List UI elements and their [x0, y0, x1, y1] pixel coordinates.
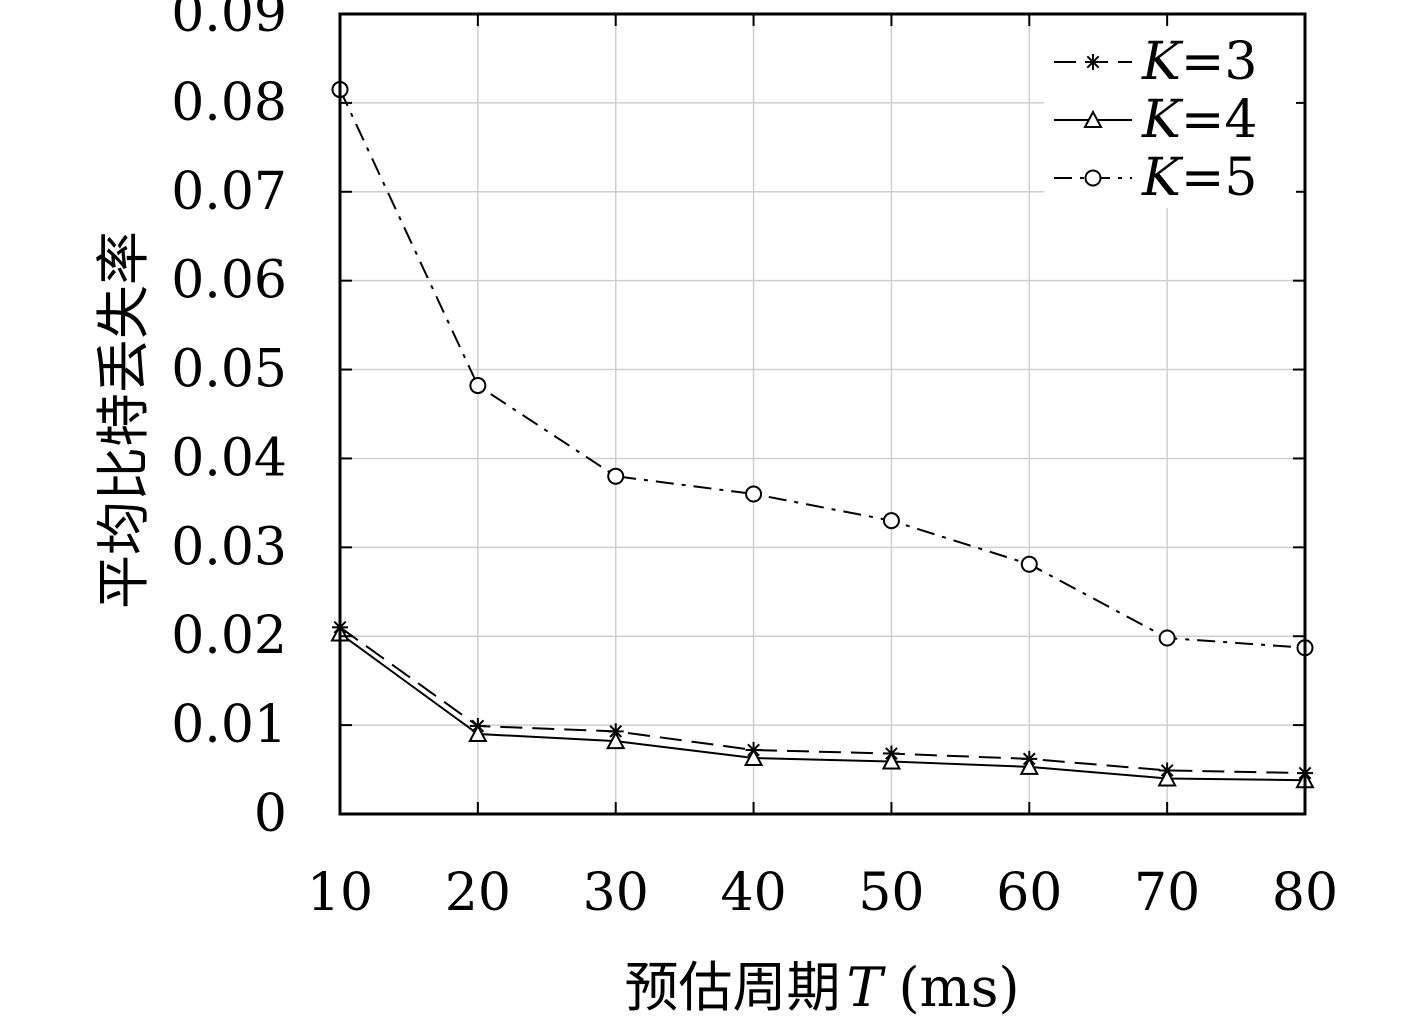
- x-axis-title-unit: (ms): [898, 956, 1019, 1019]
- x-tick-label: 70: [1134, 863, 1200, 923]
- legend-item: K=4: [1054, 90, 1258, 150]
- legend-label: K=4: [1141, 90, 1258, 150]
- legend-label-variable: K: [1141, 90, 1184, 150]
- series-line: [339, 89, 1306, 649]
- x-tick-labels: 10 20 30 40 50 60 70 80: [307, 863, 1338, 923]
- plot-frame: [338, 12, 1307, 816]
- data-point: [1019, 756, 1039, 775]
- data-point: [606, 730, 626, 750]
- data-point: [745, 485, 763, 503]
- x-axis-title-text: 预估周期: [624, 956, 840, 1019]
- data-point: [881, 751, 902, 770]
- legend-item: K=5: [1054, 148, 1258, 208]
- y-tick-label: 0.08: [171, 73, 287, 133]
- legend-marker: [1083, 109, 1103, 128]
- series-k-4: [330, 623, 1315, 789]
- legend-marker: [1084, 169, 1102, 187]
- y-tick-label: 0.06: [171, 251, 287, 311]
- legend-label-variable: K: [1141, 148, 1184, 208]
- y-tick-label: 0.01: [171, 695, 287, 755]
- y-tick-label: 0.04: [171, 428, 287, 488]
- data-point: [1158, 629, 1176, 647]
- y-tick-label: 0.07: [171, 162, 287, 222]
- x-tick-label: 80: [1272, 863, 1338, 923]
- legend-label: K=3: [1141, 32, 1258, 92]
- data-point: [743, 747, 764, 766]
- ticks-layer: [339, 13, 1306, 815]
- legend-label-value: =4: [1181, 90, 1258, 150]
- y-axis-title: 平均比特丢失率: [92, 231, 155, 609]
- data-point: [607, 467, 625, 485]
- x-tick-label: 10: [307, 863, 373, 923]
- data-point: [1020, 555, 1038, 573]
- legend-label: K=5: [1141, 148, 1258, 208]
- series-line: [339, 626, 1306, 775]
- legend-label-variable: K: [1141, 32, 1184, 92]
- x-axis-title-variable: T: [846, 956, 886, 1019]
- x-axis-title: 预估周期 T (ms): [624, 956, 1019, 1019]
- x-tick-label: 60: [996, 863, 1062, 923]
- data-point: [882, 512, 900, 530]
- y-tick-labels: 0 0.01 0.02 0.03 0.04 0.05 0.06 0.07 0.08 0.09: [171, 0, 287, 844]
- y-tick-label: 0.05: [171, 340, 287, 400]
- data-point: [469, 377, 487, 395]
- series-line: [339, 632, 1306, 782]
- series-layer: [330, 81, 1315, 789]
- data-point: [468, 723, 488, 742]
- legend-item: K=3: [1054, 32, 1258, 92]
- y-tick-label: 0.02: [171, 606, 287, 666]
- x-tick-label: 20: [445, 863, 511, 923]
- legend-marker: [1085, 54, 1101, 70]
- legend-label-value: =5: [1181, 148, 1258, 208]
- x-tick-label: 50: [858, 863, 924, 923]
- series-k-5: [331, 81, 1314, 657]
- x-tick-label: 30: [583, 863, 649, 923]
- y-tick-label: 0.03: [171, 517, 287, 577]
- legend: K=3K=4K=5: [1044, 26, 1296, 208]
- data-point: [1157, 768, 1177, 787]
- y-tick-label: 0: [254, 784, 287, 844]
- x-tick-label: 40: [720, 863, 786, 923]
- legend-label-value: =3: [1181, 32, 1258, 92]
- y-tick-label: 0.09: [171, 0, 287, 44]
